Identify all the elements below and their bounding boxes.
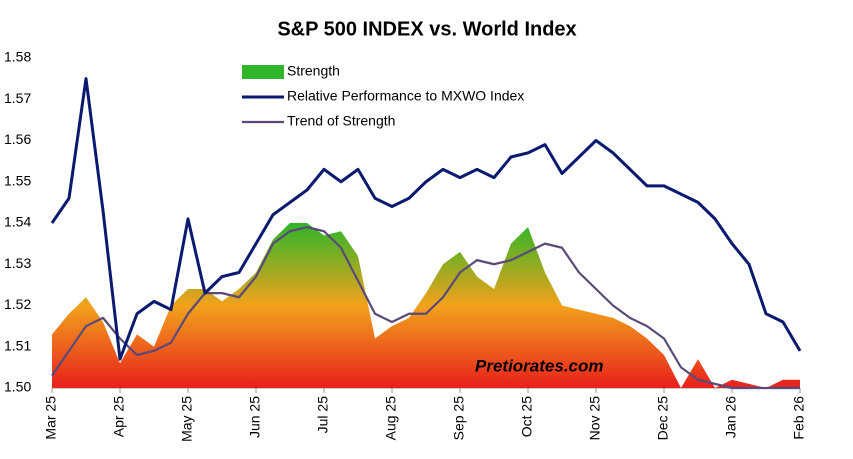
series-line [50, 77, 802, 361]
legend-swatch [242, 65, 284, 79]
y-tick-label: 1.58 [4, 49, 31, 65]
y-tick-label: 1.54 [4, 214, 31, 230]
y-tick-label: 1.53 [4, 255, 31, 271]
strength-area [52, 223, 800, 388]
x-tick-label: Apr 25 [111, 396, 127, 437]
y-tick-label: 1.50 [4, 379, 31, 395]
x-tick-label: Feb 26 [791, 396, 807, 440]
x-tick-label: Aug 25 [383, 396, 399, 441]
legend-label: Strength [287, 63, 340, 79]
legend-label: Trend of Strength [287, 113, 395, 129]
x-tick-label: Jan 26 [723, 396, 739, 438]
x-tick-label: Oct 25 [519, 396, 535, 437]
y-tick-label: 1.52 [4, 296, 31, 312]
y-tick-label: 1.56 [4, 131, 31, 147]
x-tick-label: Nov 25 [587, 396, 603, 441]
x-tick-label: Mar 25 [43, 396, 59, 440]
x-tick-label: Jun 25 [247, 396, 263, 438]
x-tick-label: May 25 [179, 396, 195, 442]
y-tick-label: 1.55 [4, 172, 31, 188]
x-tick-label: Sep 25 [451, 396, 467, 441]
legend-label: Relative Performance to MXWO Index [287, 88, 524, 104]
y-tick-label: 1.57 [4, 90, 31, 106]
chart-title: S&P 500 INDEX vs. World Index [277, 18, 576, 40]
x-tick-label: Jul 25 [315, 396, 331, 434]
series-line [51, 226, 800, 390]
x-tick-label: Dec 25 [655, 396, 671, 441]
annotation: Pretiorates.com [475, 356, 604, 375]
y-tick-label: 1.51 [4, 337, 31, 353]
